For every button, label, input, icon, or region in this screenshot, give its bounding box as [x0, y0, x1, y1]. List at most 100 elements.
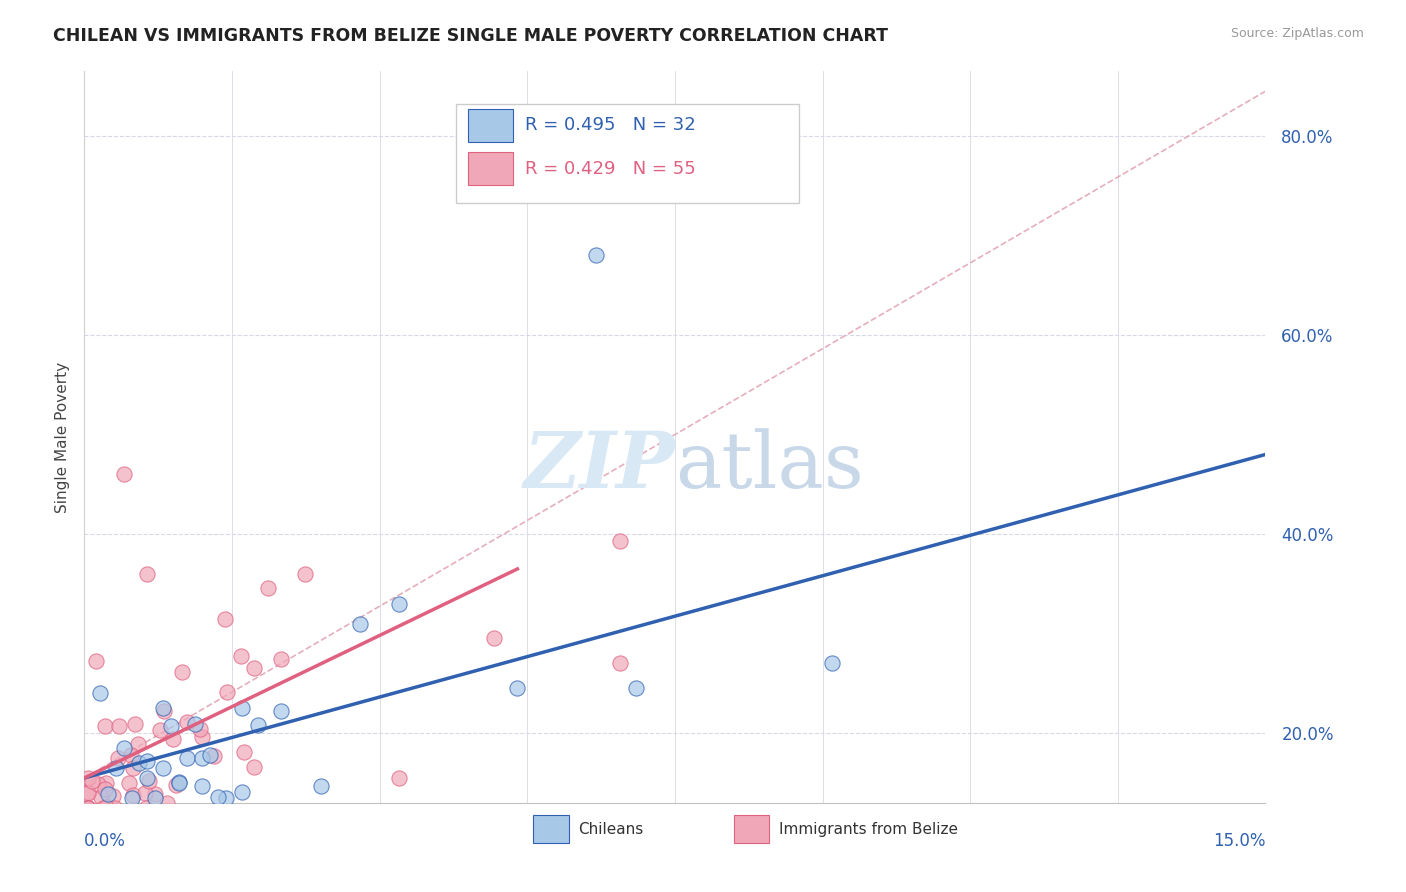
Point — [165, 777, 187, 791]
Point — [97, 787, 120, 801]
Point — [128, 756, 150, 770]
Text: CHILEAN VS IMMIGRANTS FROM BELIZE SINGLE MALE POVERTY CORRELATION CHART: CHILEAN VS IMMIGRANTS FROM BELIZE SINGLE… — [53, 27, 889, 45]
Point — [104, 801, 127, 815]
Point — [609, 534, 631, 549]
Point — [121, 789, 143, 803]
Point — [90, 790, 112, 805]
Y-axis label: Single Male Poverty: Single Male Poverty — [55, 361, 70, 513]
Point — [229, 649, 252, 664]
Point — [217, 684, 239, 698]
FancyBboxPatch shape — [533, 815, 568, 843]
Point — [231, 701, 253, 715]
Point — [93, 782, 115, 797]
Point — [143, 787, 166, 801]
Point — [585, 248, 607, 262]
Point — [231, 784, 253, 798]
Point — [89, 686, 111, 700]
Point — [121, 790, 143, 805]
Point — [191, 779, 214, 793]
Point — [167, 775, 190, 789]
Point — [124, 716, 146, 731]
FancyBboxPatch shape — [734, 815, 769, 843]
Point — [176, 714, 198, 729]
FancyBboxPatch shape — [468, 152, 513, 185]
Point — [215, 790, 238, 805]
Point — [183, 716, 205, 731]
Point — [506, 681, 529, 696]
Point — [77, 801, 100, 815]
Point — [134, 786, 156, 800]
Point — [309, 779, 332, 793]
Point — [256, 581, 278, 595]
Point — [270, 704, 292, 718]
FancyBboxPatch shape — [468, 110, 513, 143]
FancyBboxPatch shape — [457, 104, 799, 203]
Point — [77, 786, 100, 800]
Point — [609, 657, 631, 671]
Point — [821, 657, 844, 671]
Point — [138, 773, 160, 788]
Point — [167, 776, 190, 790]
Point — [77, 785, 100, 799]
Point — [136, 771, 159, 785]
Point — [84, 654, 107, 668]
Point — [107, 750, 129, 764]
Text: 15.0%: 15.0% — [1213, 832, 1265, 850]
Point — [108, 719, 131, 733]
Point — [172, 665, 194, 679]
Point — [349, 616, 371, 631]
Text: R = 0.495   N = 32: R = 0.495 N = 32 — [524, 116, 696, 134]
Point — [120, 748, 142, 763]
Point — [87, 777, 110, 791]
Point — [77, 801, 100, 815]
Point — [482, 631, 505, 645]
Point — [176, 751, 198, 765]
Point — [207, 790, 229, 805]
Point — [91, 801, 114, 815]
Point — [136, 754, 159, 768]
Point — [136, 566, 159, 581]
Point — [155, 796, 177, 810]
Point — [112, 467, 135, 482]
Point — [191, 730, 214, 744]
Point — [388, 597, 411, 611]
Point — [96, 775, 118, 789]
Point — [104, 761, 127, 775]
Point — [624, 681, 647, 696]
Point — [121, 761, 143, 775]
Text: atlas: atlas — [675, 428, 863, 504]
Point — [243, 661, 266, 675]
Point — [152, 700, 174, 714]
Point — [77, 801, 100, 815]
Point — [214, 612, 236, 626]
Text: ZIP: ZIP — [523, 428, 675, 505]
Point — [243, 760, 266, 774]
Text: 0.0%: 0.0% — [84, 832, 127, 850]
Point — [149, 723, 172, 737]
Point — [101, 789, 124, 804]
Point — [94, 800, 117, 814]
Text: Immigrants from Belize: Immigrants from Belize — [779, 822, 957, 837]
Point — [160, 718, 183, 732]
Point — [135, 801, 157, 815]
Point — [152, 705, 174, 719]
Point — [94, 719, 117, 733]
Point — [77, 801, 100, 815]
Point — [270, 652, 292, 666]
Point — [152, 761, 174, 775]
Text: Chileans: Chileans — [578, 822, 644, 837]
Point — [191, 751, 214, 765]
Text: Source: ZipAtlas.com: Source: ZipAtlas.com — [1230, 27, 1364, 40]
Point — [200, 747, 222, 762]
Point — [188, 722, 211, 736]
Point — [388, 771, 411, 785]
Point — [118, 776, 141, 790]
Point — [162, 731, 184, 746]
Point — [82, 774, 104, 789]
Point — [143, 790, 166, 805]
Point — [112, 740, 135, 755]
Point — [127, 737, 149, 751]
Point — [232, 745, 254, 759]
Point — [202, 748, 225, 763]
Point — [77, 772, 100, 786]
